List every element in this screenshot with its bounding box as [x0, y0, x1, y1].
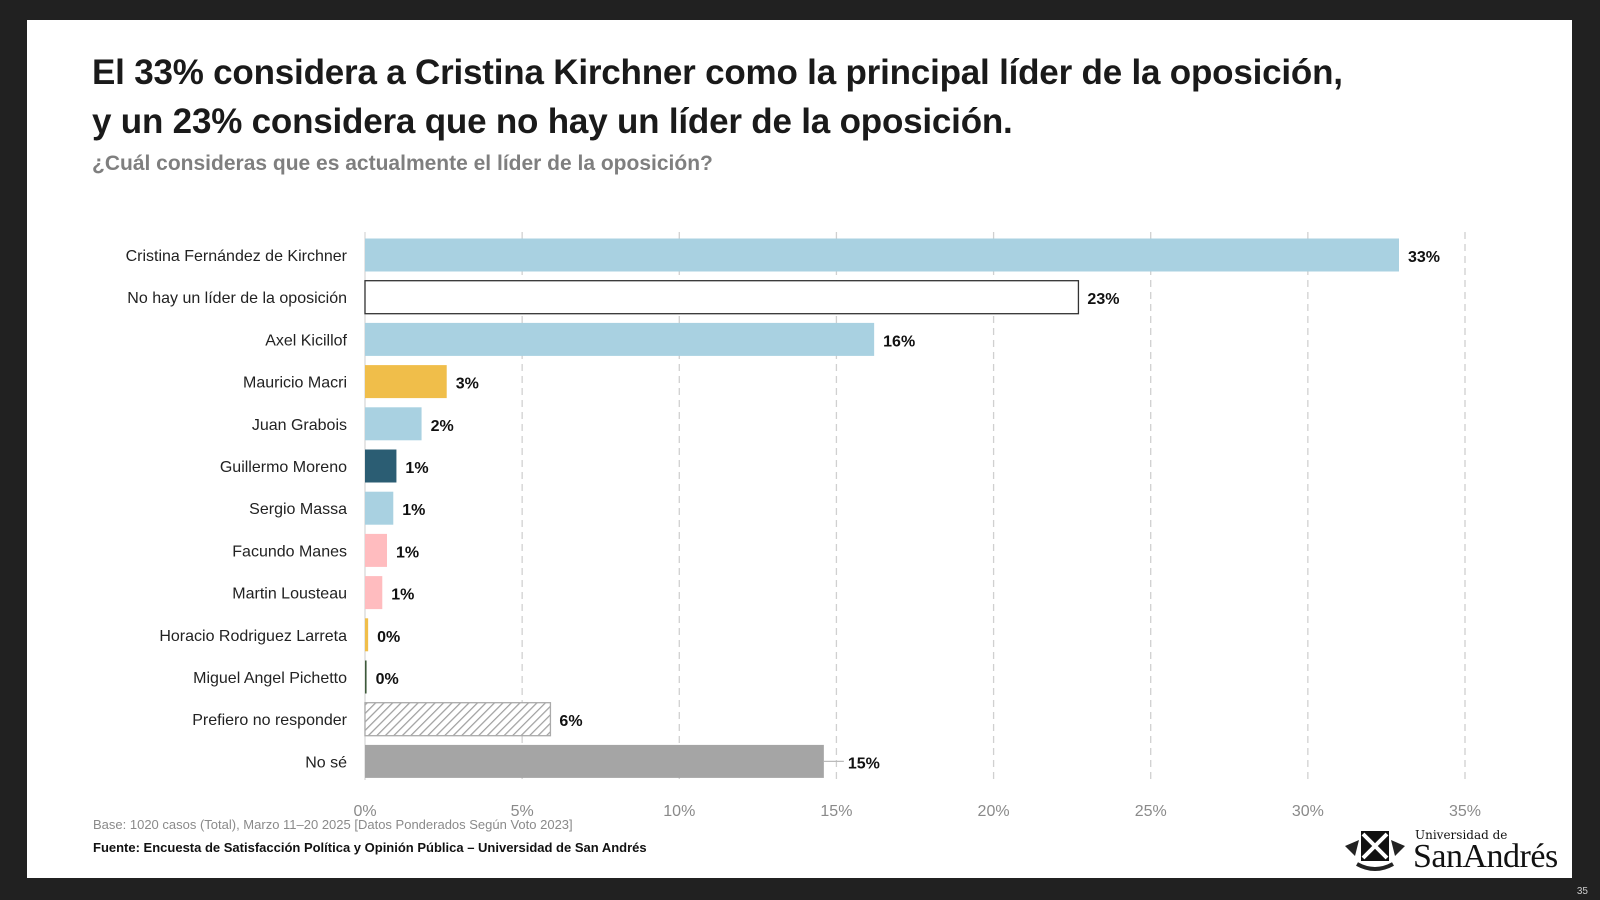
data-label: 0%: [377, 629, 400, 646]
data-label: 1%: [405, 460, 428, 477]
data-label: 23%: [1087, 291, 1119, 308]
crest-icon: [1345, 831, 1405, 871]
category-label: No hay un líder de la oposición: [127, 290, 347, 307]
category-label: Martin Lousteau: [232, 586, 347, 603]
category-label: Juan Grabois: [252, 417, 347, 434]
data-label: 33%: [1408, 249, 1440, 266]
bar: [364, 280, 1080, 315]
x-tick-label: 0%: [353, 803, 376, 820]
slide-title: El 33% considera a Cristina Kirchner com…: [92, 48, 1552, 146]
bar: [365, 576, 383, 610]
data-label: 1%: [396, 544, 419, 561]
data-label: 0%: [376, 671, 399, 688]
bar: [365, 660, 367, 694]
category-label: Horacio Rodriguez Larreta: [159, 628, 347, 645]
category-label: Cristina Fernández de Kirchner: [126, 248, 348, 265]
title-line-1: El 33% considera a Cristina Kirchner com…: [92, 53, 1343, 92]
data-label: 1%: [402, 502, 425, 519]
category-label: No sé: [305, 754, 347, 771]
bar: [365, 533, 387, 567]
category-label: Prefiero no responder: [192, 712, 347, 729]
category-label: Guillermo Moreno: [220, 459, 347, 476]
bar: [365, 449, 397, 483]
x-tick-label: 30%: [1292, 803, 1324, 820]
x-tick-label: 5%: [511, 803, 534, 820]
bar: [365, 744, 824, 778]
logo-top-text: Universidad de: [1415, 828, 1508, 842]
source-note: Fuente: Encuesta de Satisfacción Polític…: [93, 840, 647, 855]
bar: [365, 238, 1399, 272]
bar: [365, 491, 394, 525]
bar: [365, 407, 422, 441]
data-label: 16%: [883, 333, 915, 350]
x-tick-label: 10%: [663, 803, 695, 820]
category-label: Miguel Angel Pichetto: [193, 670, 347, 687]
x-tick-label: 15%: [820, 803, 852, 820]
logo-main-text: SanAndrés: [1413, 838, 1558, 875]
page-number: 35: [1576, 886, 1588, 897]
bar: [365, 322, 875, 356]
bar: [364, 702, 552, 737]
bar: [365, 365, 447, 399]
category-label: Facundo Manes: [232, 543, 347, 560]
data-label: 1%: [391, 587, 414, 604]
base-note: Base: 1020 casos (Total), Marzo 11–20 20…: [93, 817, 573, 832]
category-label: Axel Kicillof: [265, 332, 347, 349]
x-tick-label: 25%: [1135, 803, 1167, 820]
category-label: Mauricio Macri: [243, 375, 347, 392]
data-label: 3%: [456, 376, 479, 393]
university-logo: Universidad de SanAndrés: [1339, 826, 1559, 876]
data-label: 2%: [431, 418, 454, 435]
x-tick-label: 35%: [1449, 803, 1481, 820]
data-label: 6%: [559, 713, 582, 730]
x-tick-label: 20%: [978, 803, 1010, 820]
chart-subtitle: ¿Cuál consideras que es actualmente el l…: [92, 152, 713, 175]
title-line-2: y un 23% considera que no hay un líder d…: [92, 102, 1013, 141]
slide: El 33% considera a Cristina Kirchner com…: [27, 20, 1572, 878]
bar: [365, 618, 369, 652]
category-label: Sergio Massa: [249, 501, 347, 518]
data-label: 15%: [848, 755, 880, 772]
